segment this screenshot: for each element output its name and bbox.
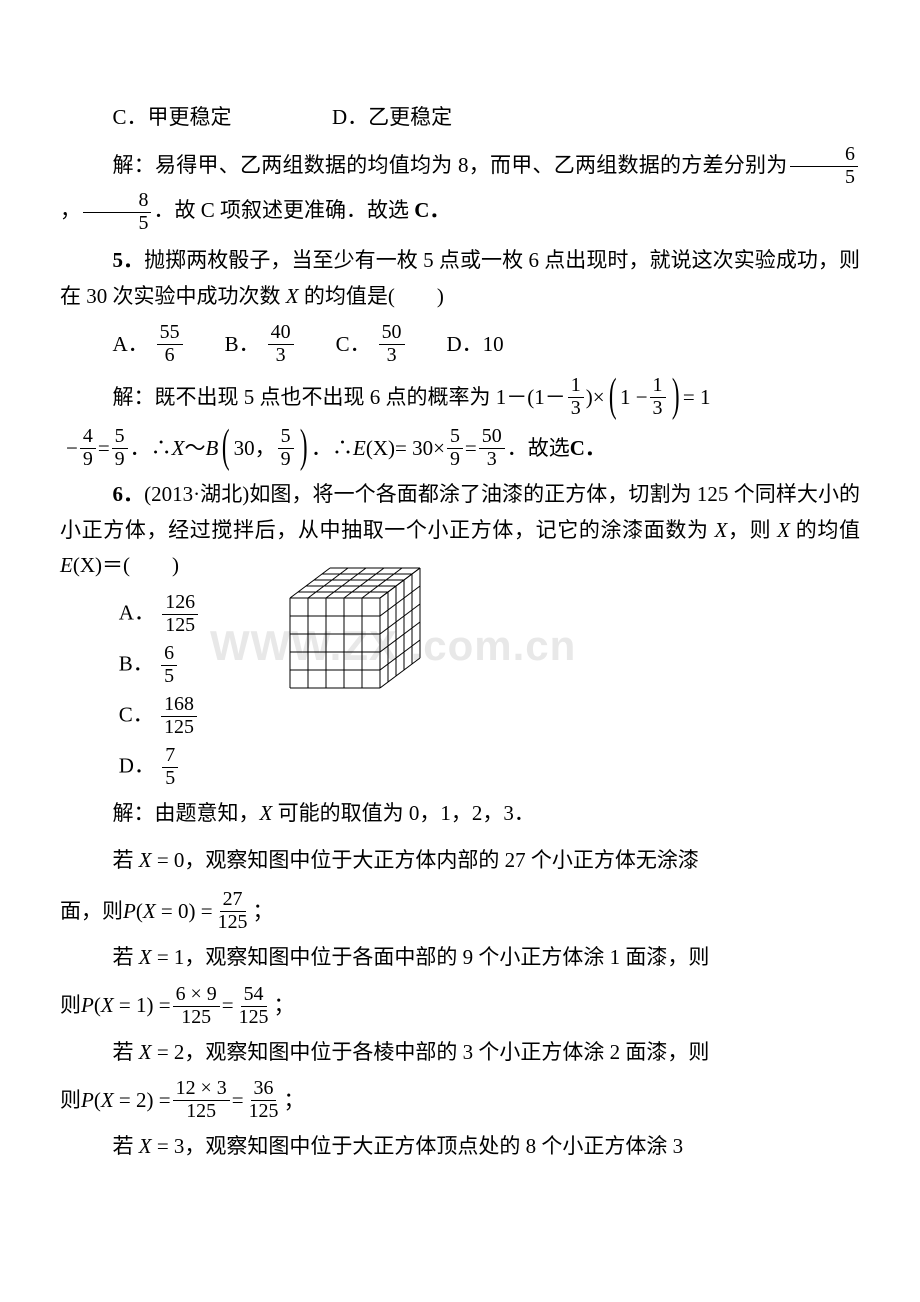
q5-sol-line2: − 49 = 59 ．∴ X ～ B ( 30， 59 ) ．∴ E (X) =… <box>60 426 860 471</box>
q5-optA: A． 556 <box>113 322 185 367</box>
q6-sol-x1-text: 若 X = 1，观察知图中位于各面中部的 9 个小正方体涂 1 面漆，则 <box>60 940 860 976</box>
q6-optD: D． 75 <box>60 745 860 790</box>
q4-optC: C．甲更稳定 <box>113 105 232 129</box>
q6-sol-x2-eq: 则 P(X = 2) = 12 × 3125 = 36125； <box>60 1078 860 1123</box>
q5-optC: C． 503 <box>336 322 407 367</box>
q5-answer: C． <box>570 431 606 467</box>
q6-sol-x2-text: 若 X = 2，观察知图中位于各棱中部的 3 个小正方体涂 2 面漆，则 <box>60 1035 860 1071</box>
q4-options: C．甲更稳定 D．乙更稳定 <box>60 100 860 136</box>
q4-optD: D．乙更稳定 <box>332 105 452 129</box>
q5-stem: 5．抛掷两枚骰子，当至少有一枚 5 点或一枚 6 点出现时，就说这次实验成功，则… <box>60 243 860 314</box>
q5-optD: D．10 <box>447 322 504 367</box>
q6-stem: 6．(2013·湖北)如图，将一个各面都涂了油漆的正方体，切割为 125 个同样… <box>60 477 860 584</box>
q5-options: A． 556 B． 403 C． 503 D．10 <box>60 322 860 367</box>
q5-optB: B． 403 <box>225 322 296 367</box>
q6-optB: B． 65 <box>60 643 860 688</box>
q6-sol-x0-text: 若 X = 0，观察知图中位于大正方体内部的 27 个小正方体无涂漆 <box>60 839 860 881</box>
q6-optC: C． 168125 <box>60 694 860 739</box>
q5-sol-line1: 解：既不出现 5 点也不出现 6 点的概率为 1－(1－ 13 )× ( 1 −… <box>60 375 860 420</box>
q6-sol-intro: 解：由题意知，X 可能的取值为 0，1，2，3． <box>60 796 860 832</box>
q4-solution: 解：易得甲、乙两组数据的均值均为 8，而甲、乙两组数据的方差分别为65，85．故… <box>60 144 860 235</box>
q6-sol-x0-eq: 面，则 P(X = 0) = 27125； <box>60 889 860 934</box>
q6-optA: A． 126125 <box>60 592 860 637</box>
q6-sol-x3-text: 若 X = 3，观察知图中位于大正方体顶点处的 8 个小正方体涂 3 <box>60 1129 860 1165</box>
q6-sol-x1-eq: 则 P(X = 1) = 6 × 9125 = 54125； <box>60 984 860 1029</box>
